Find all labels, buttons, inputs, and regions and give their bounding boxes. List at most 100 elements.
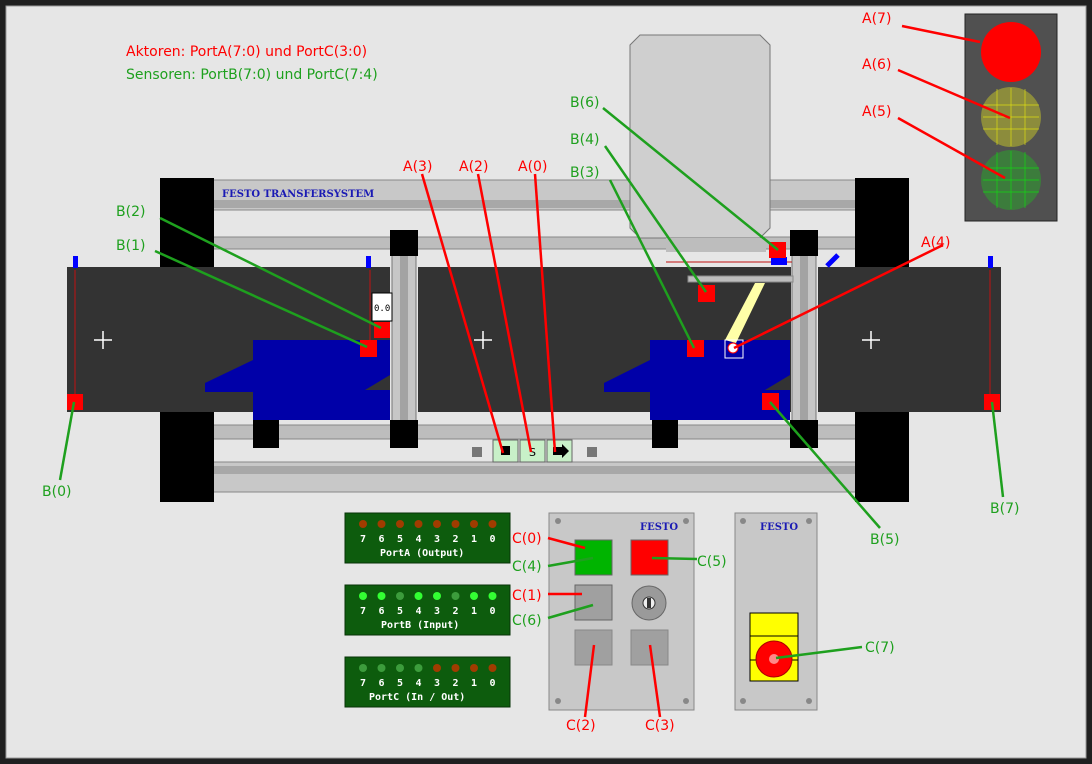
run-button[interactable] [546, 439, 573, 463]
port-c-title: PortC (In / Out) [369, 692, 465, 703]
portb-led-5 [396, 592, 404, 600]
processing-station [629, 34, 794, 359]
conveyor-right [818, 267, 1001, 412]
emergency-panel: FESTO [734, 512, 818, 711]
io-labels: A(7) A(6) A(5) A(4) A(3) A(2) A(0) B(0) … [42, 11, 1019, 734]
label-b6: B(6) [570, 95, 599, 111]
porta-bit-label: 4 [416, 534, 422, 545]
portc-bit-label: 1 [471, 678, 477, 689]
right-post [790, 230, 818, 448]
label-a7: A(7) [862, 11, 891, 27]
workpiece-carrier-right [604, 340, 790, 420]
gray-pushbutton[interactable] [574, 584, 613, 621]
left-post [390, 230, 418, 448]
portc-led-5 [396, 664, 404, 672]
label-a5: A(5) [862, 104, 891, 120]
porta-led-6 [377, 520, 386, 528]
porta-led-5 [396, 520, 404, 528]
label-c0: C(0) [512, 531, 542, 547]
label-a6: A(6) [862, 57, 891, 73]
portb-led-1 [470, 592, 478, 600]
portc-bit-label: 6 [379, 678, 385, 689]
port-a-panel: 7 6 5 4 3 2 1 0 PortA (Output) [344, 512, 511, 564]
porta-bit-label: 7 [360, 534, 366, 545]
porta-bit-label: 5 [397, 534, 403, 545]
play-icon [553, 444, 569, 458]
portc-bit-label: 7 [360, 678, 366, 689]
control-panel-brand: FESTO [640, 522, 678, 533]
label-b4: B(4) [570, 132, 599, 148]
step-button[interactable]: S [519, 439, 546, 463]
label-a3: A(3) [403, 159, 432, 175]
portb-bit-label: 2 [453, 606, 459, 617]
portb-led-3 [433, 592, 441, 600]
label-c4: C(4) [512, 559, 542, 575]
portc-led-4 [414, 664, 423, 672]
label-b5: B(5) [870, 532, 899, 548]
label-c3: C(3) [645, 718, 675, 734]
portb-led-7 [359, 592, 367, 600]
portc-led-0 [488, 664, 497, 672]
label-c2: C(2) [566, 718, 596, 734]
porta-bit-label: 1 [471, 534, 477, 545]
label-a0: A(0) [518, 159, 547, 175]
traffic-light-red [981, 22, 1041, 82]
portc-bit-label: 3 [434, 678, 440, 689]
portb-bit-label: 3 [434, 606, 440, 617]
label-c1: C(1) [512, 588, 542, 604]
label-b0: B(0) [42, 484, 71, 500]
port-b-panel: 7 6 5 4 3 2 1 0 PortB (Input) [344, 584, 511, 636]
portb-bit-label: 0 [490, 606, 496, 617]
porta-bit-label: 0 [490, 534, 496, 545]
crosshair-markers [94, 331, 880, 349]
porta-led-7 [359, 520, 367, 528]
stop-button[interactable] [492, 439, 519, 463]
port-b-title: PortB (Input) [381, 620, 459, 631]
portc-bit-label: 2 [453, 678, 459, 689]
portc-led-7 [359, 664, 367, 672]
porta-bit-label: 3 [434, 534, 440, 545]
portc-led-2 [451, 664, 460, 672]
label-c5: C(5) [697, 554, 727, 570]
portc-led-1 [470, 664, 478, 672]
portc-bit-label: 0 [490, 678, 496, 689]
step-label: S [529, 446, 536, 459]
label-b2: B(2) [116, 204, 145, 220]
label-a2: A(2) [459, 159, 488, 175]
portb-bit-label: 6 [379, 606, 385, 617]
green-pushbutton[interactable] [574, 539, 613, 576]
portb-bit-label: 1 [471, 606, 477, 617]
portc-led-6 [377, 664, 386, 672]
portb-bit-label: 7 [360, 606, 366, 617]
portc-bit-label: 4 [416, 678, 422, 689]
right-upper-block [855, 178, 909, 268]
porta-led-0 [488, 520, 497, 528]
left-lower-block [160, 410, 214, 502]
label-b1: B(1) [116, 238, 145, 254]
portb-bit-label: 5 [397, 606, 403, 617]
workpiece-carrier-left [205, 340, 390, 420]
portb-led-0 [488, 592, 497, 600]
label-c7: C(7) [865, 640, 895, 656]
transfer-system-label: FESTO TRANSFERSYSTEM [222, 189, 374, 200]
porta-bit-label: 2 [453, 534, 459, 545]
porta-led-1 [470, 520, 478, 528]
porta-led-4 [414, 520, 423, 528]
label-b3: B(3) [570, 165, 599, 181]
portc-led-3 [433, 664, 441, 672]
stop-icon [501, 446, 510, 455]
traffic-light [964, 13, 1058, 222]
portb-bit-label: 4 [416, 606, 422, 617]
portb-led-2 [451, 592, 460, 600]
porta-bit-label: 6 [379, 534, 385, 545]
actuators-caption: Aktoren: PortA(7:0) und PortC(3:0) [126, 44, 367, 60]
label-lines [58, 24, 1011, 718]
portb-led-4 [414, 592, 423, 600]
porta-led-3 [433, 520, 441, 528]
portc-bit-label: 5 [397, 678, 403, 689]
right-lower-block [855, 410, 909, 502]
port-a-title: PortA (Output) [380, 548, 464, 559]
porta-led-2 [451, 520, 460, 528]
emergency-panel-brand: FESTO [760, 522, 798, 533]
